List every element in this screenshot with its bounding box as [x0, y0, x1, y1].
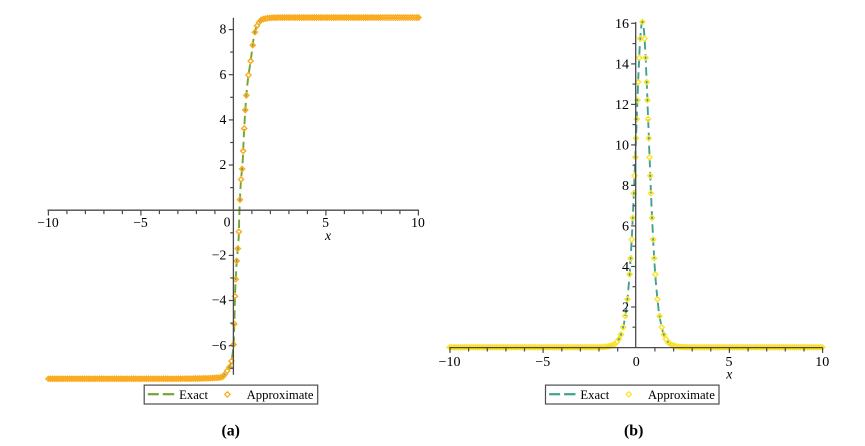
svg-text:−2: −2 — [212, 248, 227, 263]
svg-text:Approximate: Approximate — [247, 388, 314, 402]
svg-text:5: 5 — [726, 355, 733, 370]
svg-text:Exact: Exact — [580, 388, 609, 402]
svg-text:5: 5 — [322, 215, 329, 230]
svg-text:2: 2 — [219, 157, 226, 172]
svg-text:x: x — [725, 366, 732, 381]
svg-text:10: 10 — [615, 139, 629, 154]
svg-text:Exact: Exact — [179, 388, 208, 402]
svg-text:14: 14 — [615, 58, 629, 73]
svg-text:0: 0 — [224, 215, 231, 230]
svg-text:−10: −10 — [439, 355, 461, 370]
svg-text:4: 4 — [622, 260, 629, 275]
svg-text:−5: −5 — [133, 215, 148, 230]
svg-text:−6: −6 — [212, 338, 227, 353]
svg-text:8: 8 — [622, 179, 629, 194]
svg-text:16: 16 — [615, 17, 629, 32]
svg-text:2: 2 — [622, 301, 629, 316]
svg-text:−5: −5 — [535, 355, 550, 370]
svg-text:10: 10 — [815, 355, 829, 370]
svg-text:10: 10 — [411, 215, 425, 230]
svg-text:−10: −10 — [37, 215, 59, 230]
svg-text:8: 8 — [219, 22, 226, 37]
svg-text:x: x — [324, 228, 331, 243]
svg-text:6: 6 — [219, 67, 226, 82]
svg-text:(b): (b) — [624, 422, 643, 439]
svg-text:12: 12 — [615, 98, 629, 113]
svg-text:Approximate: Approximate — [648, 388, 715, 402]
svg-text:(a): (a) — [221, 422, 239, 439]
svg-text:4: 4 — [219, 112, 226, 127]
svg-text:−4: −4 — [212, 293, 227, 308]
svg-text:0: 0 — [633, 355, 640, 370]
svg-text:6: 6 — [622, 220, 629, 235]
